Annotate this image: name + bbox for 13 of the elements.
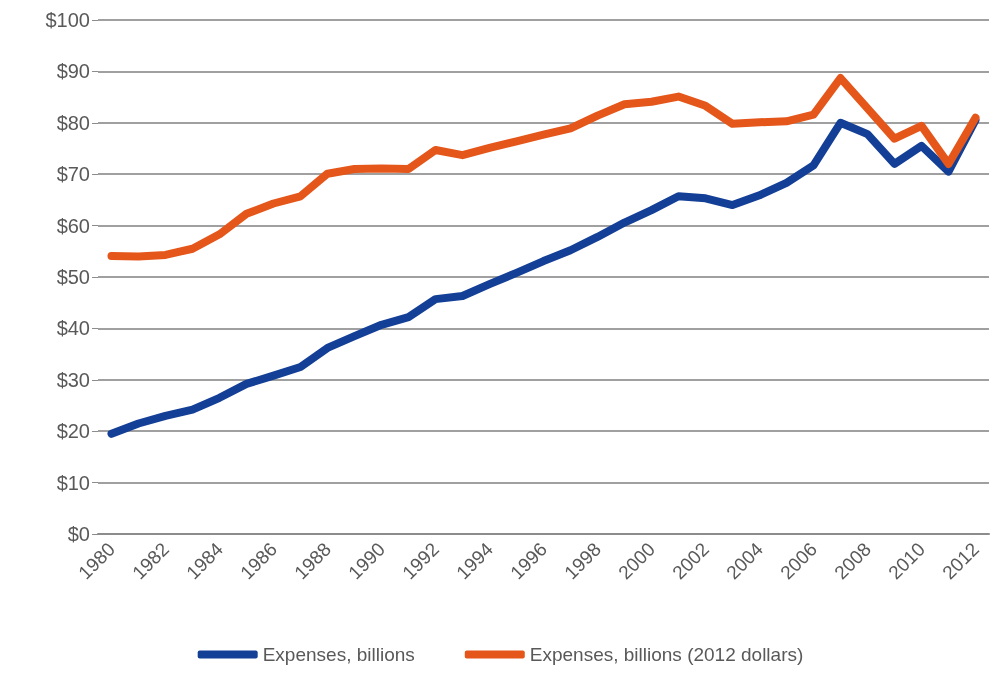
y-tick-label: $80: [56, 111, 90, 134]
y-tick-label: $30: [56, 368, 90, 391]
y-tick-label: $20: [56, 420, 90, 443]
y-tick-label: $10: [56, 471, 90, 494]
legend-label: Expenses, billions (2012 dollars): [529, 644, 804, 665]
legend-label: Expenses, billions: [262, 644, 415, 665]
y-tick-label: $70: [56, 163, 90, 186]
y-tick-label: $0: [67, 523, 90, 545]
y-tick-label: $90: [56, 60, 90, 83]
y-tick-label: $40: [56, 317, 90, 340]
y-tick-label: $100: [45, 9, 90, 31]
y-tick-label: $50: [56, 266, 90, 288]
y-tick-label: $60: [56, 214, 90, 237]
